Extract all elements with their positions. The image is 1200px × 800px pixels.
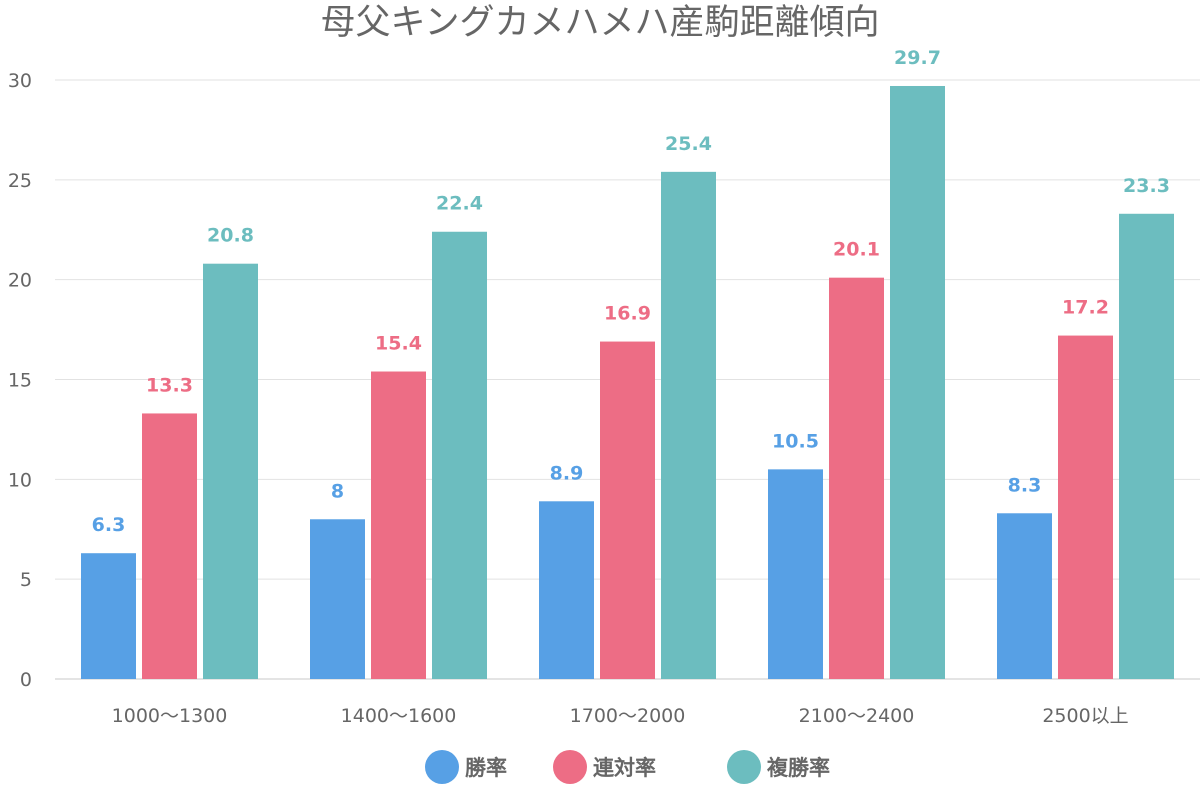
bar-複勝率[interactable] — [203, 263, 258, 679]
y-tick-label: 5 — [20, 569, 32, 591]
bar-勝率[interactable] — [768, 469, 823, 679]
data-label: 25.4 — [665, 133, 712, 155]
bar-複勝率[interactable] — [890, 85, 945, 680]
x-tick-label: 1000〜1300 — [112, 705, 228, 727]
data-label: 13.3 — [146, 374, 193, 396]
data-label: 17.2 — [1062, 297, 1109, 319]
bar-連対率[interactable] — [829, 277, 884, 679]
x-tick-label: 2100〜2400 — [799, 705, 915, 727]
x-axis-ticks: 1000〜1300 1400〜1600 1700〜2000 2100〜2400 2500… — [112, 705, 1129, 727]
legend-marker[interactable] — [425, 750, 459, 784]
legend: 勝率 連対率 複勝率 — [425, 750, 830, 784]
x-tick-label: 1700〜2000 — [570, 705, 686, 727]
legend-label[interactable]: 連対率 — [593, 756, 656, 780]
data-label: 23.3 — [1123, 175, 1170, 197]
data-label: 22.4 — [436, 193, 483, 215]
data-label: 20.8 — [207, 225, 254, 247]
bar-勝率[interactable] — [997, 513, 1052, 679]
y-tick-label: 25 — [8, 170, 32, 192]
data-label: 16.9 — [604, 303, 651, 325]
legend-marker[interactable] — [727, 750, 761, 784]
legend-label[interactable]: 複勝率 — [766, 756, 830, 780]
data-label: 6.3 — [92, 514, 126, 536]
data-label: 10.5 — [772, 430, 819, 452]
bar-勝率[interactable] — [539, 501, 594, 679]
y-tick-label: 30 — [8, 70, 32, 92]
bar-連対率[interactable] — [142, 413, 197, 679]
legend-label[interactable]: 勝率 — [465, 756, 507, 780]
chart-title: 母父キングカメハメハ産駒距離傾向 — [321, 3, 880, 43]
data-label: 20.1 — [833, 239, 880, 261]
data-label: 15.4 — [375, 333, 422, 355]
y-axis-ticks: 0 5 10 15 20 25 30 — [8, 70, 32, 691]
data-label: 29.7 — [894, 47, 941, 69]
bar-連対率[interactable] — [600, 341, 655, 679]
x-tick-label: 2500以上 — [1042, 705, 1128, 727]
bar-勝率[interactable] — [310, 519, 365, 679]
bars — [81, 85, 1174, 680]
bar-連対率[interactable] — [1058, 335, 1113, 679]
data-label: 8.9 — [550, 462, 584, 484]
x-tick-label: 1400〜1600 — [341, 705, 457, 727]
bar-複勝率[interactable] — [432, 231, 487, 679]
y-tick-label: 15 — [8, 370, 32, 392]
bar-複勝率[interactable] — [1119, 213, 1174, 679]
bar-複勝率[interactable] — [661, 171, 716, 679]
bar-連対率[interactable] — [371, 371, 426, 679]
data-label: 8 — [331, 480, 344, 502]
y-tick-label: 0 — [20, 669, 32, 691]
y-tick-label: 10 — [8, 469, 32, 491]
y-tick-label: 20 — [8, 270, 32, 292]
bar-勝率[interactable] — [81, 553, 136, 679]
data-labels: 6.3 13.3 20.8 8 15.4 22.4 8.9 16.9 25.4 10.5 20.1 2… — [92, 47, 1170, 536]
legend-marker[interactable] — [553, 750, 587, 784]
data-label: 8.3 — [1008, 474, 1042, 496]
